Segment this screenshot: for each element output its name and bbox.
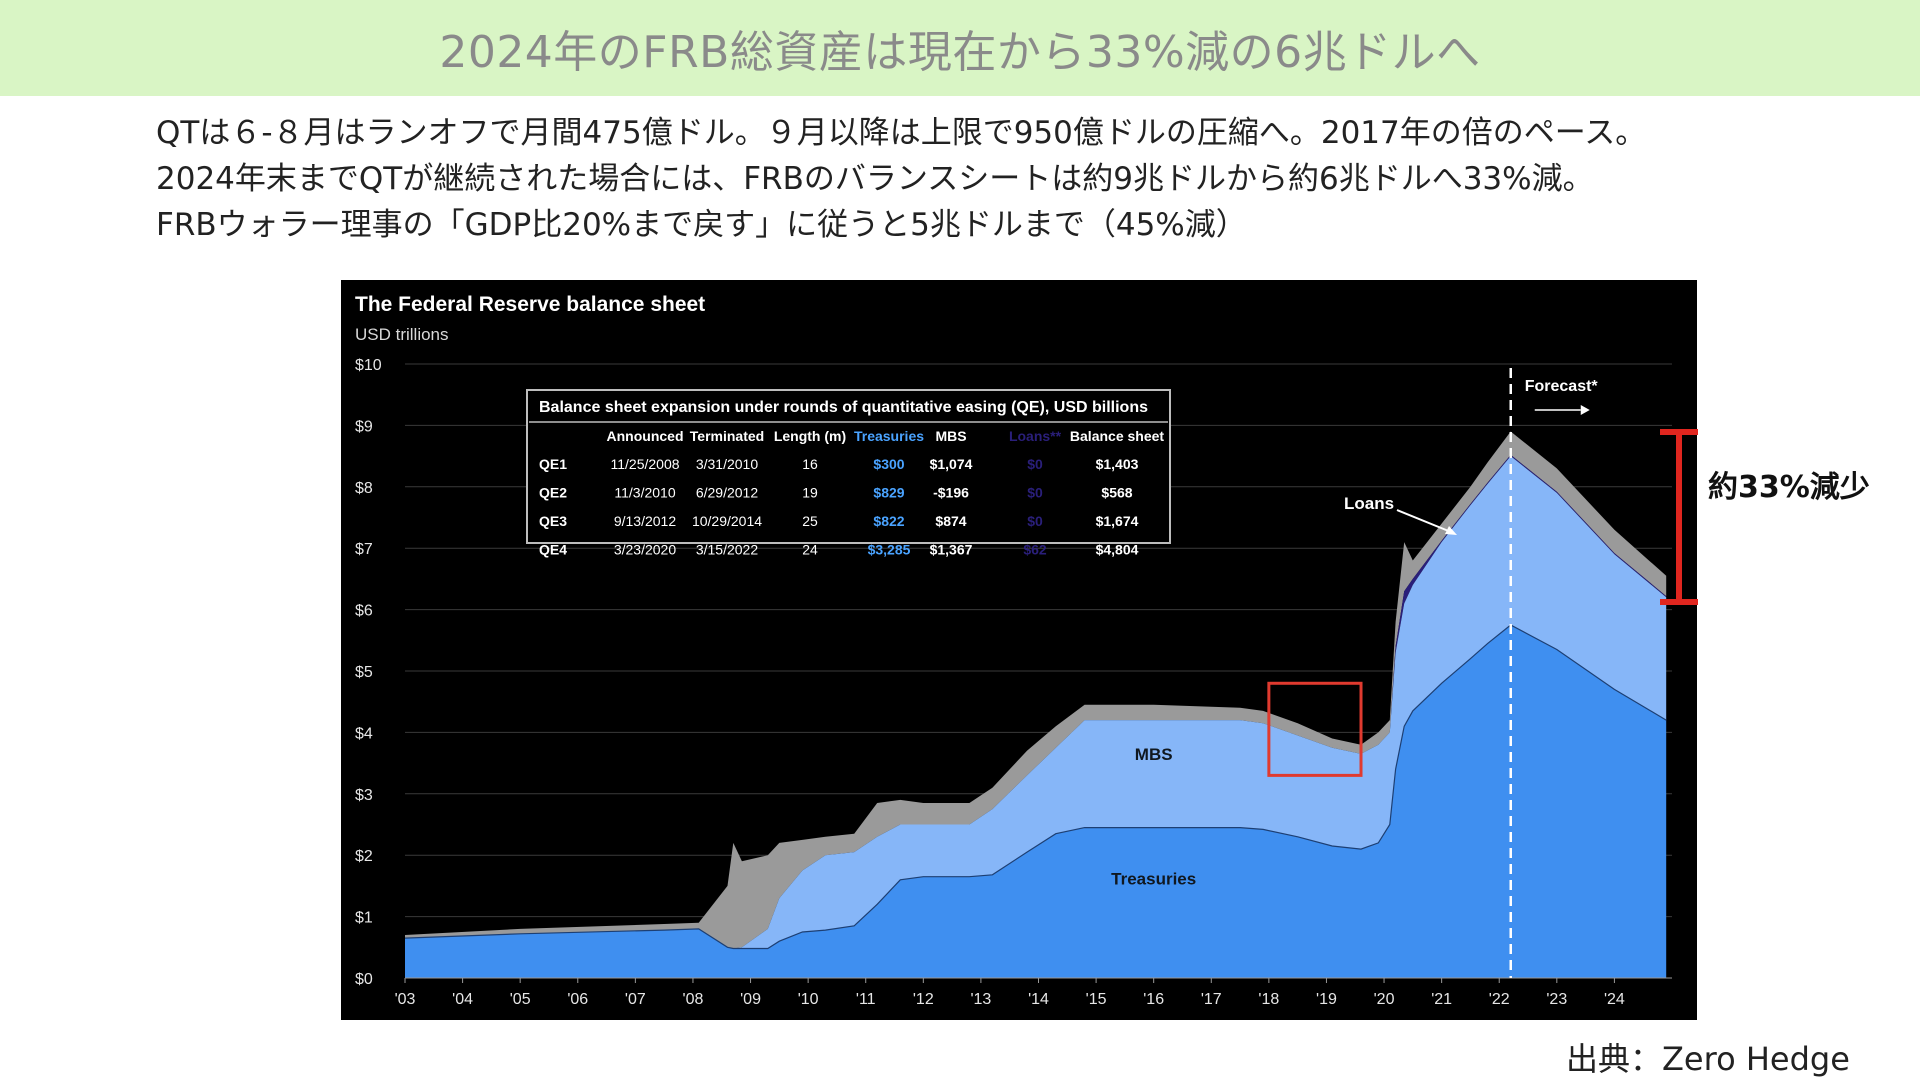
lead-line-1: QTは６-８月はランオフで月間475億ドル。９月以降は上限で950億ドルの圧縮へ… [156,115,1647,151]
x-tick-label: '10 [798,991,819,1008]
source-credit: 出典：Zero Hedge [1566,1040,1850,1078]
title-band: 2024年のFRB総資産は現在から33%減の6兆ドルへ [0,0,1920,96]
x-tick-label: '13 [970,991,991,1008]
qe-table-cell: -$196 [933,485,969,501]
loans-pointer-head [1445,526,1457,535]
qe-table-header-cell: Treasuries [854,428,924,444]
qe-table-cell: 3/15/2022 [696,542,758,558]
qe-table-cell: 24 [802,542,818,558]
x-tick-label: '18 [1258,991,1279,1008]
y-tick-label: $7 [355,541,373,558]
runoff-highlight-box [1267,681,1363,777]
x-tick-label: '23 [1546,991,1567,1008]
x-tick-label: '04 [452,991,473,1008]
qe-table-header-cell: Length (m) [774,428,846,444]
qe-table-cell: 10/29/2014 [692,513,762,529]
y-tick-label: $4 [355,725,373,742]
x-tick-label: '20 [1374,991,1395,1008]
qe-table-title: Balance sheet expansion under rounds of … [539,399,1148,416]
qe-table-cell: QE3 [539,513,567,529]
x-tick-label: '16 [1143,991,1164,1008]
y-tick-label: $10 [355,357,382,374]
x-tick-label: '15 [1086,991,1107,1008]
qe-table-cell: 11/3/2010 [614,485,675,501]
qe-table-cell: $0 [1027,456,1043,472]
y-tick-label: $1 [355,910,373,927]
x-tick-label: '03 [395,991,416,1008]
qe-table-cell: 3/23/2020 [614,542,676,558]
qe-table-cell: $1,403 [1096,456,1139,472]
y-tick-label: $9 [355,418,373,435]
x-tick-label: '22 [1489,991,1510,1008]
qe-table-cell: $62 [1023,542,1047,558]
fed-balance-sheet-chart: The Federal Reserve balance sheet USD tri… [341,280,1697,1020]
x-tick-label: '14 [1028,991,1049,1008]
x-tick-label: '11 [856,991,876,1008]
qe-table-cell: $0 [1027,513,1043,529]
qe-table-cell: $1,367 [930,542,973,558]
x-tick-label: '12 [913,991,934,1008]
treasuries-boundary-line [404,624,1667,950]
x-tick-label: '05 [510,991,531,1008]
qe-table-cell: QE2 [539,485,567,501]
qe-table-cell: $1,074 [930,456,973,472]
qe-table-cell: $568 [1101,485,1132,501]
chart-title: The Federal Reserve balance sheet [355,293,705,316]
qe-table-cell: 9/13/2012 [614,513,676,529]
y-tick-label: $0 [355,971,373,988]
y-axis-unit: USD trillions [355,325,449,344]
qe-table-cell: 3/31/2010 [696,456,758,472]
forecast-arrow-head [1580,405,1590,415]
reduction-annotation: 約33%減少 [1708,470,1870,505]
qe-table-frame [526,389,1171,544]
qe-table-cell: 6/29/2012 [696,485,758,501]
loans-pointer-line [1396,509,1452,533]
qe-table-cell: QE4 [539,542,567,558]
x-tick-label: '21 [1431,991,1452,1008]
forecast-label: Forecast* [1525,378,1599,395]
qe-table-cell: $3,285 [868,542,911,558]
qe-table-header-cell: MBS [935,428,966,444]
qe-table-cell: QE1 [539,456,567,472]
mbs-label: MBS [1135,745,1173,764]
y-tick-label: $3 [355,787,373,804]
series-mbs-area [405,456,1667,949]
qe-table-header-cell: Announced [607,428,684,444]
qe-table-cell: $822 [873,513,904,529]
qe-table-cell: 19 [802,485,818,501]
y-tick-label: $5 [355,664,373,681]
qe-table-cell: $4,804 [1096,542,1139,558]
chart-svg: The Federal Reserve balance sheet USD tri… [341,280,1697,1020]
x-tick-label: '17 [1201,991,1222,1008]
x-tick-label: '24 [1604,991,1625,1008]
x-tick-label: '19 [1316,991,1337,1008]
series-treasuries-area [405,625,1667,978]
qe-table-header-cell: Balance sheet [1070,428,1164,444]
x-tick-label: '08 [683,991,704,1008]
x-tick-label: '06 [567,991,588,1008]
loans-label: Loans [1344,494,1394,513]
x-tick-label: '09 [740,991,761,1008]
lead-line-2: 2024年末までQTが継続された場合には、FRBのバランスシートは約9兆ドルから… [156,161,1594,197]
qe-table-cell: 25 [802,513,818,529]
lead-line-3: FRBウォラー理事の「GDP比20%まで戻す」に従うと5兆ドルまで（45%減） [156,207,1247,243]
y-tick-label: $6 [355,603,373,620]
qe-table-cell: $1,674 [1096,513,1139,529]
qe-table-cell: 16 [802,456,818,472]
qe-table-cell: $300 [873,456,904,472]
qe-table-header-cell: Loans** [1009,428,1062,444]
qe-table-header-cell: Terminated [690,428,764,444]
y-tick-label: $2 [355,848,373,865]
qe-table-cell: 11/25/2008 [610,456,679,472]
y-tick-label: $8 [355,480,373,497]
slide-title: 2024年のFRB総資産は現在から33%減の6兆ドルへ [439,27,1481,78]
x-tick-label: '07 [625,991,646,1008]
qe-table-cell: $874 [935,513,966,529]
qe-table-cell: $829 [873,485,904,501]
treasuries-label: Treasuries [1111,870,1196,889]
lead-text: QTは６-８月はランオフで月間475億ドル。９月以降は上限で950億ドルの圧縮へ… [156,110,1896,248]
qe-table-cell: $0 [1027,485,1043,501]
